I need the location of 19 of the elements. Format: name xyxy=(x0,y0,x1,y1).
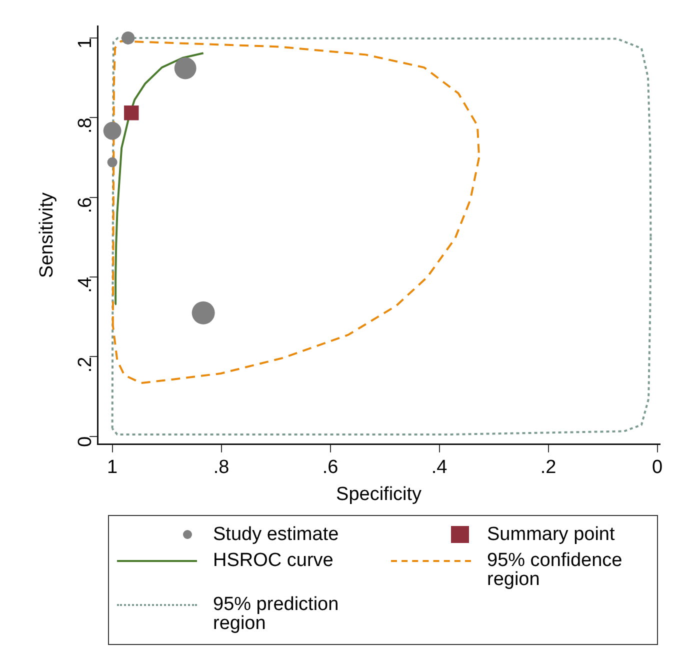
x-tick-label: .2 xyxy=(540,457,556,478)
y-tick-label: .8 xyxy=(74,118,96,134)
x-tick-label: .4 xyxy=(431,457,448,478)
y-tick-label: .6 xyxy=(74,197,96,214)
legend-label: 95% prediction region xyxy=(213,594,340,634)
x-tick-label: .8 xyxy=(213,457,230,478)
y-tick-label: .2 xyxy=(74,356,96,373)
y-axis-title: Sensitivity xyxy=(36,192,58,278)
x-tick-label: .6 xyxy=(322,457,338,478)
x-tick-label: 1 xyxy=(107,457,118,478)
legend-label: Study estimate xyxy=(213,524,340,545)
legend-label: Summary point xyxy=(487,524,616,545)
legend-label: 95% confidence region xyxy=(487,550,624,590)
y-tick-label: .4 xyxy=(74,276,96,293)
x-tick-label: 0 xyxy=(652,457,663,478)
y-tick-label: 0 xyxy=(74,436,96,448)
legend-label: HSROC curve xyxy=(213,550,334,571)
y-tick-label: 1 xyxy=(74,38,96,49)
x-axis-title: Specificity xyxy=(336,484,422,505)
